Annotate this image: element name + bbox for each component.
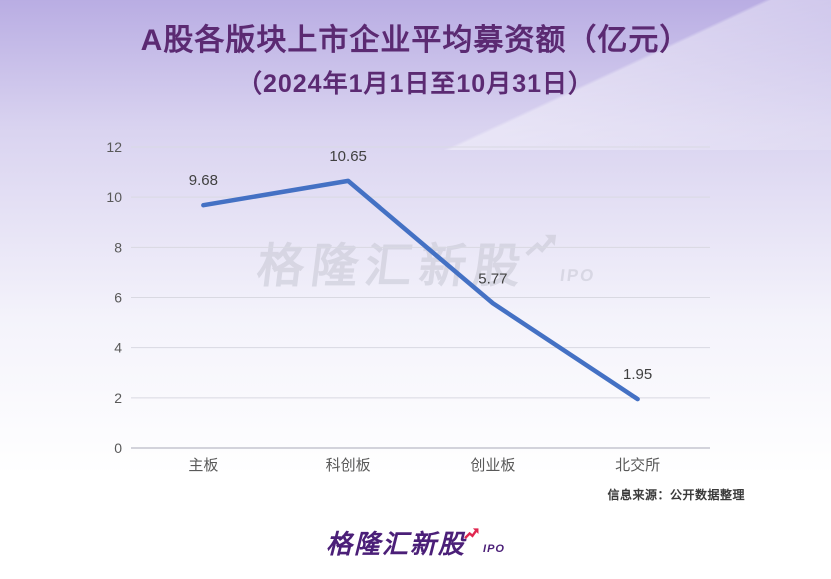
page-title: A股各版块上市企业平均募资额（亿元）	[140, 24, 691, 57]
data-point-label: 9.68	[189, 172, 218, 189]
x-category-label: 主板	[188, 456, 218, 474]
x-category-label: 科创板	[326, 456, 371, 474]
brand-logo-text: 格隆汇新股	[326, 529, 467, 559]
x-category-label: 北交所	[615, 456, 660, 474]
brand-logo: 格隆汇新股 IPO	[0, 527, 831, 557]
page-subtitle: （2024年1月1日至10月31日）	[236, 69, 595, 98]
y-tick-label: 6	[114, 290, 122, 306]
y-tick-label: 12	[106, 139, 122, 155]
data-point-label: 10.65	[329, 148, 367, 165]
y-tick-label: 10	[106, 189, 122, 205]
data-point-label: 1.95	[623, 366, 652, 383]
y-tick-label: 2	[114, 390, 122, 406]
y-tick-label: 8	[114, 239, 122, 255]
data-point-label: 5.77	[478, 270, 507, 287]
chart-header: A股各版块上市企业平均募资额（亿元） （2024年1月1日至10月31日）	[0, 24, 831, 100]
y-tick-label: 0	[114, 440, 122, 456]
x-category-label: 创业板	[470, 456, 515, 474]
brand-trend-arrow-icon	[464, 527, 479, 545]
brand-ipo-label: IPO	[483, 543, 505, 555]
data-source-note: 信息来源：公开数据整理	[607, 488, 745, 502]
y-tick-label: 4	[114, 340, 122, 356]
data-line	[201, 178, 640, 402]
